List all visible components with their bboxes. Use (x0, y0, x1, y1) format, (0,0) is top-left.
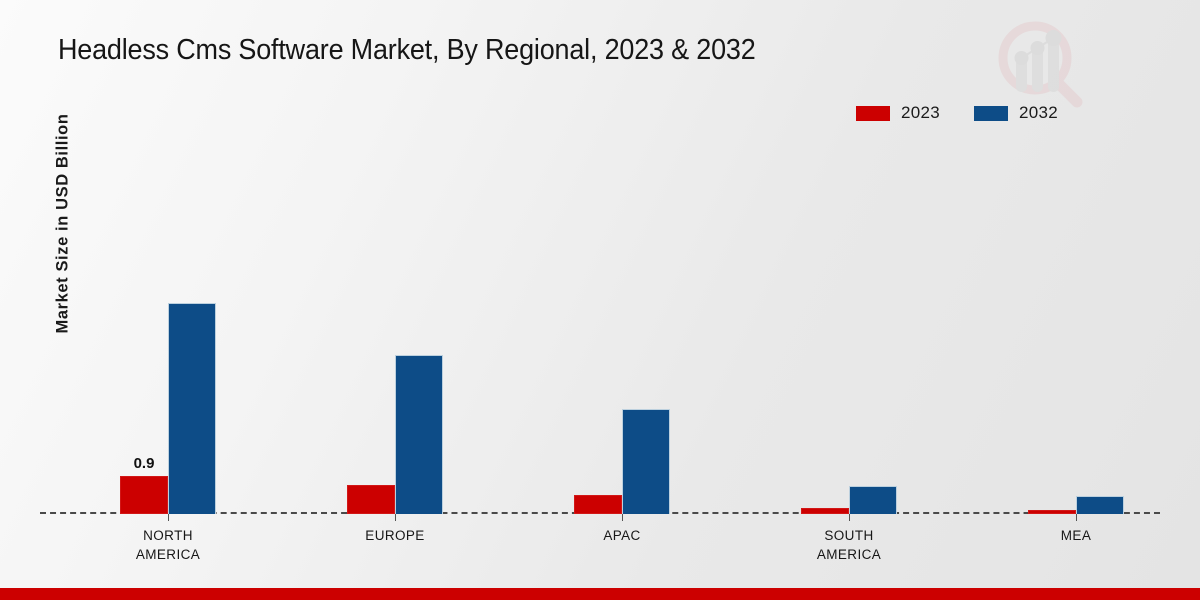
bar-europe-2032[interactable] (395, 355, 443, 514)
bar-south-america-2032[interactable] (849, 486, 897, 514)
legend-label-2023: 2023 (900, 103, 940, 122)
bar-mea-2032[interactable] (1076, 496, 1124, 514)
bar-group-apac: APAC (554, 150, 690, 543)
x-label-mea: MEA (1061, 526, 1091, 545)
legend-swatch-2032 (973, 105, 1008, 121)
watermark-logo-icon (985, 14, 1085, 110)
x-label-europe: EUROPE (365, 526, 424, 545)
bar-apac-2023[interactable] (574, 495, 622, 514)
x-label-south-america: SOUTH AMERICA (817, 526, 881, 564)
plot-area: 0.9 NORTH AMERICA EUROPE (40, 150, 1160, 562)
legend-label-2032: 2032 (1018, 103, 1058, 122)
bar-north-america-2023[interactable]: 0.9 (120, 455, 168, 514)
legend-swatch-2023 (855, 105, 890, 121)
bar-mea-2023[interactable] (1028, 510, 1076, 514)
legend-item-2023[interactable]: 2023 (855, 103, 940, 123)
bar-europe-2023[interactable] (347, 485, 395, 514)
x-label-apac-line1: APAC (603, 528, 641, 543)
bar-group-mea: MEA (1008, 150, 1144, 543)
x-tick-north-america (168, 514, 169, 521)
legend-item-2032[interactable]: 2032 (973, 103, 1058, 123)
x-tick-europe (395, 514, 396, 521)
bar-group-europe: EUROPE (327, 150, 463, 543)
bar-value-north-america-2023: 0.9 (133, 455, 155, 472)
x-label-apac: APAC (603, 526, 640, 545)
x-tick-apac (622, 514, 623, 521)
bar-apac-2032[interactable] (622, 409, 670, 514)
chart-legend: 2023 2032 (855, 103, 1058, 123)
x-label-europe-line1: EUROPE (365, 528, 425, 543)
x-label-mea-line1: MEA (1060, 528, 1092, 543)
x-tick-south-america (849, 514, 850, 521)
x-label-north-america-line2: AMERICA (135, 547, 201, 562)
bar-group-south-america: SOUTH AMERICA (781, 150, 917, 562)
x-label-south-america-line2: AMERICA (816, 547, 882, 562)
x-label-north-america-line1: NORTH (143, 528, 193, 543)
bar-group-north-america: 0.9 NORTH AMERICA (100, 150, 236, 562)
x-tick-mea (1076, 514, 1077, 521)
chart-title: Headless Cms Software Market, By Regiona… (58, 34, 756, 66)
footer-accent-bar (0, 588, 1200, 600)
bar-north-america-2032[interactable] (168, 303, 216, 514)
bar-south-america-2023[interactable] (801, 508, 849, 514)
x-label-south-america-line1: SOUTH (824, 528, 874, 543)
x-label-north-america: NORTH AMERICA (136, 526, 200, 564)
